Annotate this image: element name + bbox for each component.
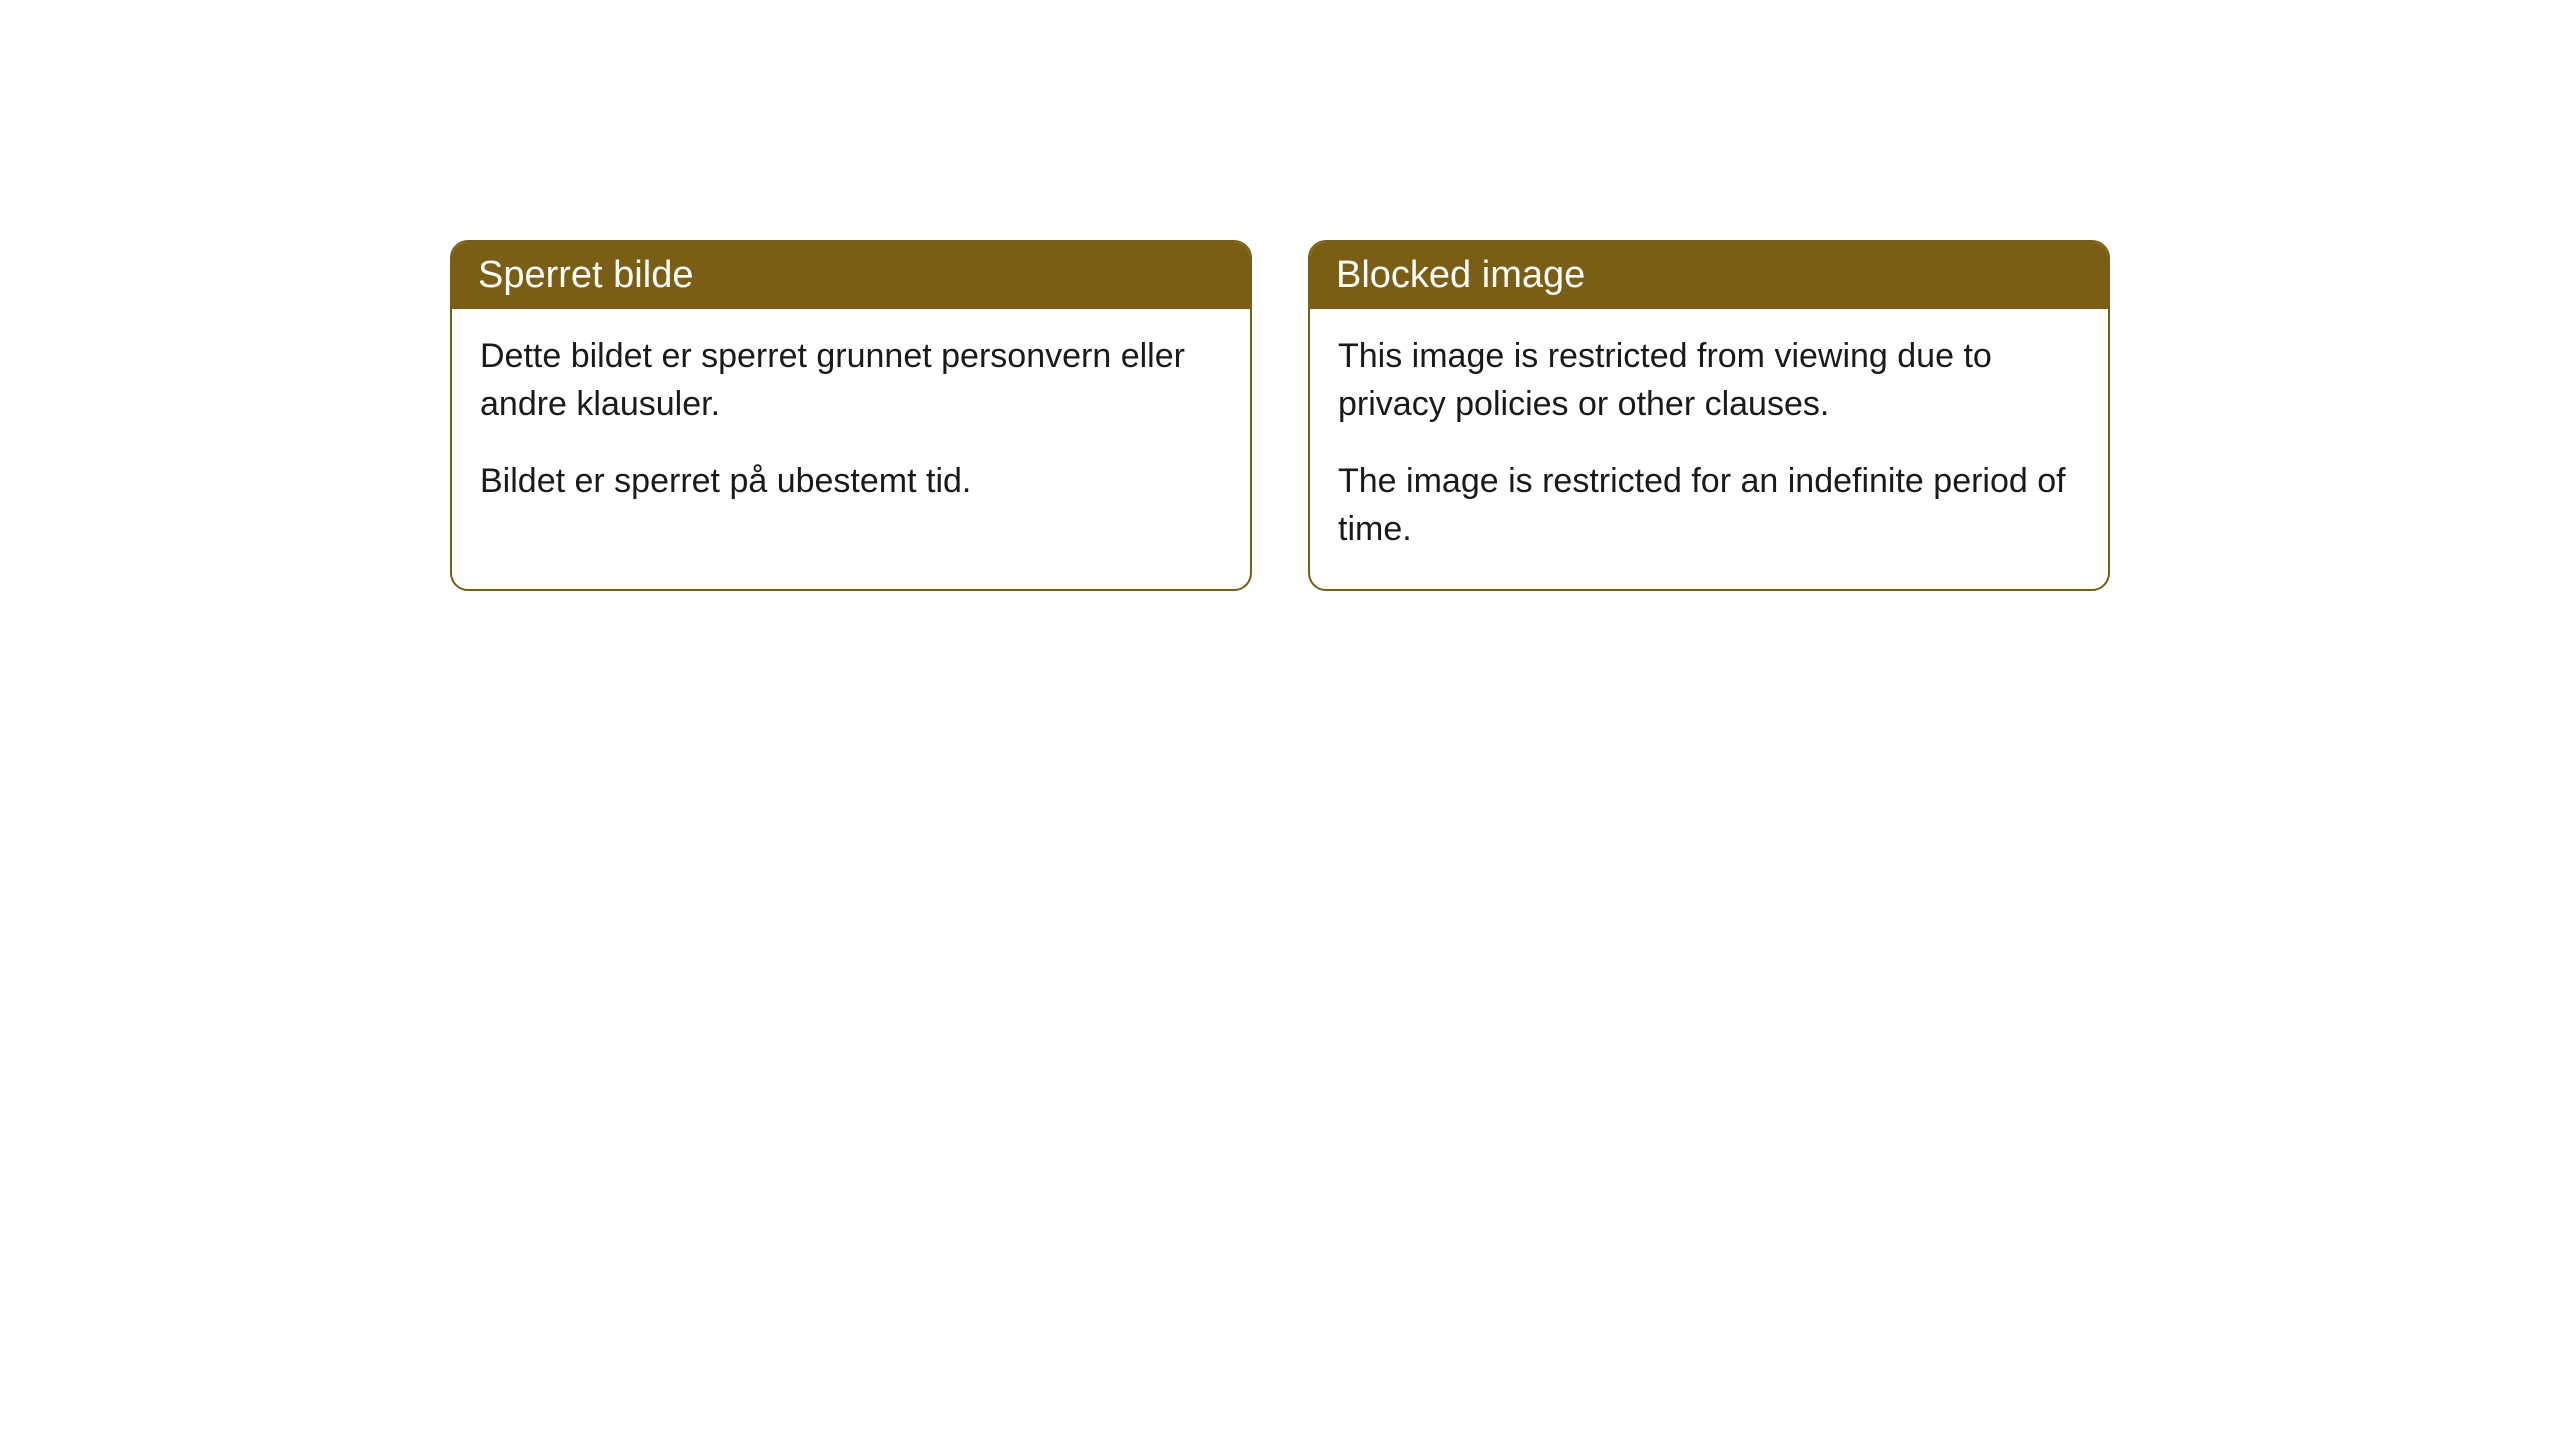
card-header-en: Blocked image (1310, 242, 2108, 309)
card-paragraph-en-1: This image is restricted from viewing du… (1338, 333, 2080, 428)
blocked-image-card-en: Blocked image This image is restricted f… (1308, 240, 2110, 591)
card-body-no: Dette bildet er sperret grunnet personve… (452, 309, 1250, 542)
blocked-image-card-no: Sperret bilde Dette bildet er sperret gr… (450, 240, 1252, 591)
cards-container: Sperret bilde Dette bildet er sperret gr… (450, 240, 2110, 591)
card-body-en: This image is restricted from viewing du… (1310, 309, 2108, 589)
card-paragraph-no-1: Dette bildet er sperret grunnet personve… (480, 333, 1222, 428)
card-paragraph-en-2: The image is restricted for an indefinit… (1338, 458, 2080, 553)
card-paragraph-no-2: Bildet er sperret på ubestemt tid. (480, 458, 1222, 506)
card-header-no: Sperret bilde (452, 242, 1250, 309)
